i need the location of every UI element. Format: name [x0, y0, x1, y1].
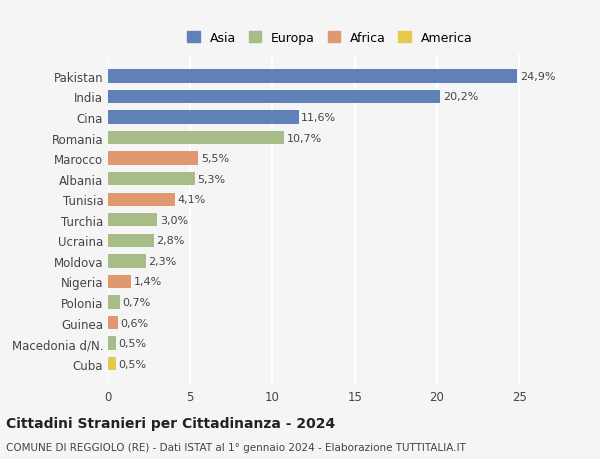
- Text: 20,2%: 20,2%: [443, 92, 478, 102]
- Text: 3,0%: 3,0%: [160, 215, 188, 225]
- Bar: [108, 152, 199, 165]
- Bar: [108, 213, 157, 227]
- Text: 4,1%: 4,1%: [178, 195, 206, 205]
- Text: 11,6%: 11,6%: [301, 113, 337, 123]
- Text: 2,3%: 2,3%: [148, 256, 176, 266]
- Text: 5,5%: 5,5%: [201, 154, 229, 164]
- Text: COMUNE DI REGGIOLO (RE) - Dati ISTAT al 1° gennaio 2024 - Elaborazione TUTTITALI: COMUNE DI REGGIOLO (RE) - Dati ISTAT al …: [6, 442, 466, 452]
- Bar: [108, 70, 517, 84]
- Bar: [108, 90, 440, 104]
- Bar: [108, 173, 195, 186]
- Legend: Asia, Europa, Africa, America: Asia, Europa, Africa, America: [184, 28, 476, 49]
- Text: 0,5%: 0,5%: [119, 338, 147, 348]
- Bar: [108, 357, 116, 370]
- Text: 0,5%: 0,5%: [119, 359, 147, 369]
- Text: 0,6%: 0,6%: [121, 318, 148, 328]
- Text: 0,7%: 0,7%: [122, 297, 150, 308]
- Text: 2,8%: 2,8%: [157, 236, 185, 246]
- Bar: [108, 255, 146, 268]
- Text: 10,7%: 10,7%: [286, 133, 322, 143]
- Bar: [108, 337, 116, 350]
- Text: 1,4%: 1,4%: [133, 277, 162, 287]
- Bar: [108, 132, 284, 145]
- Bar: [108, 296, 119, 309]
- Text: Cittadini Stranieri per Cittadinanza - 2024: Cittadini Stranieri per Cittadinanza - 2…: [6, 416, 335, 430]
- Bar: [108, 193, 175, 207]
- Bar: [108, 275, 131, 289]
- Text: 5,3%: 5,3%: [197, 174, 226, 185]
- Bar: [108, 234, 154, 247]
- Bar: [108, 316, 118, 330]
- Text: 24,9%: 24,9%: [520, 72, 556, 82]
- Bar: [108, 111, 299, 124]
